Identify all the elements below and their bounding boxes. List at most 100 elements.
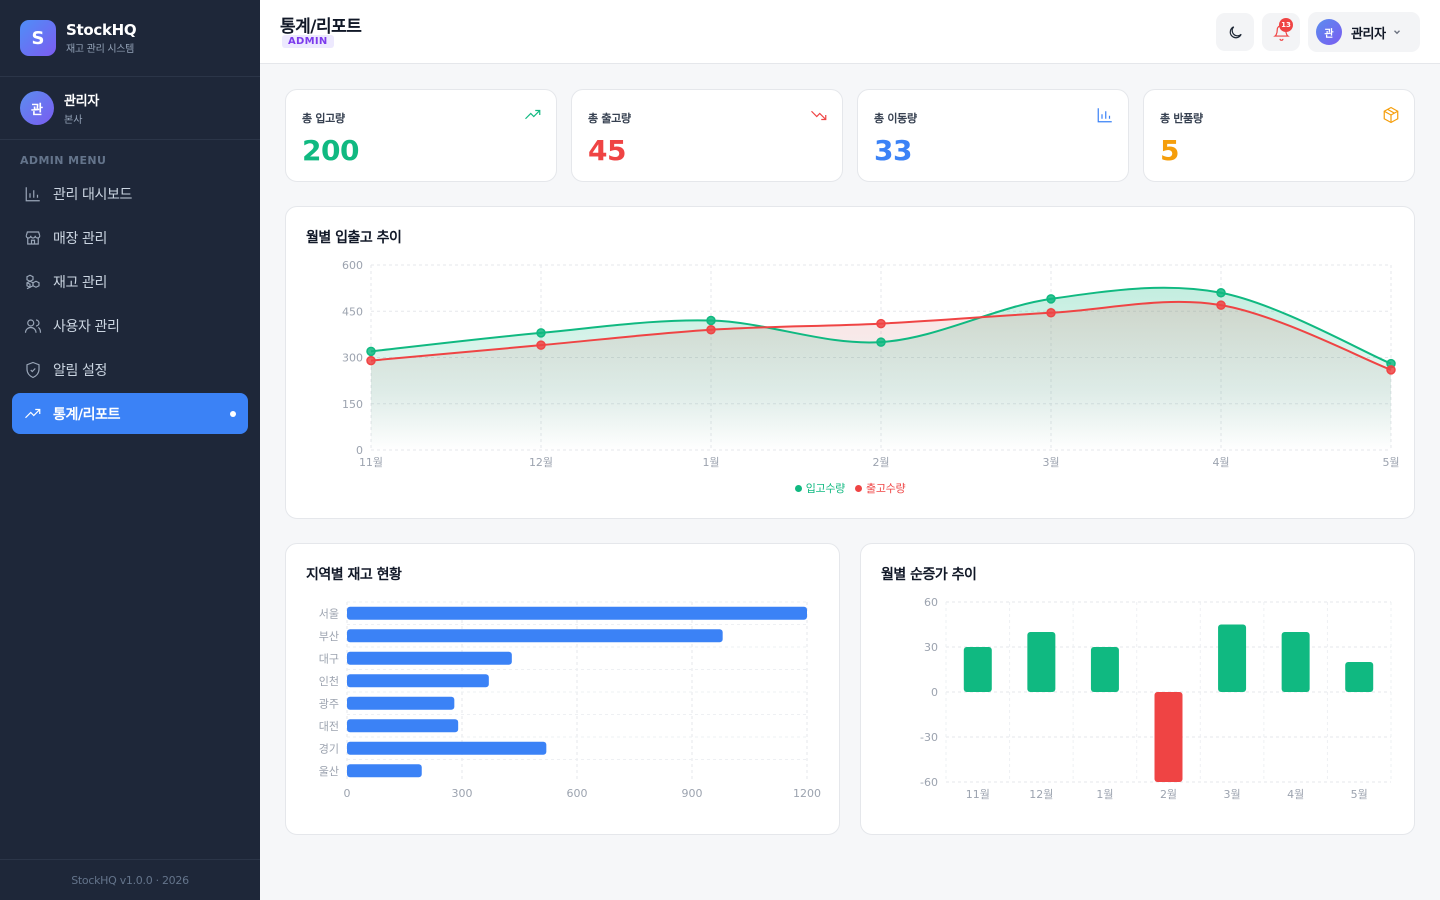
sidebar-item-stores[interactable]: 매장 관리 [12,217,248,258]
x-tick-label: 5월 [1382,456,1399,469]
role-badge: ADMIN [282,35,334,48]
data-point-outbound [1216,300,1226,310]
sidebar: S StockHQ 재고 관리 시스템 관 관리자 본사 ADMIN MENU … [0,0,260,900]
sidebar-item-reports[interactable]: 통계/리포트 [12,393,248,434]
bar [347,696,455,710]
stat-value: 33 [874,134,912,167]
sidebar-item-alerts[interactable]: 알림 설정 [12,349,248,390]
sidebar-item-label: 매장 관리 [53,230,107,247]
x-tick-label: 12월 [529,456,553,469]
bar-positive [1281,632,1310,692]
chart-title: 월별 순증가 추이 [881,567,977,583]
sidebar-item-label: 알림 설정 [53,362,107,379]
bar-positive [1218,624,1247,692]
bar-chart-icon [1097,108,1112,123]
stat-card-returns: 총 반품량 5 [1143,89,1415,182]
y-tick-label: 450 [342,305,363,318]
bar [347,719,459,733]
package-icon [1383,106,1399,124]
x-tick-label: 2월 [872,456,889,469]
theme-toggle-button[interactable] [1216,13,1254,51]
y-tick-label: 0 [356,444,363,457]
y-tick-label: 150 [342,398,363,411]
bar [347,606,807,620]
chart-title: 지역별 재고 현황 [306,567,402,583]
profile-menu-button[interactable]: 관 관리자 [1308,12,1420,52]
bar [347,764,422,778]
menu-section-title: ADMIN MENU [20,154,107,167]
brand[interactable]: S StockHQ 재고 관리 시스템 [0,0,260,77]
stat-value: 5 [1160,134,1179,167]
legend-item-inbound[interactable]: 입고수량 [794,480,845,496]
data-point-inbound [536,328,546,338]
boxes-icon [26,274,40,289]
data-point-outbound [876,318,886,329]
sidebar-item-label: 통계/리포트 [53,406,121,423]
chart-title: 월별 입출고 추이 [306,230,402,246]
bar-positive [1345,662,1374,692]
x-tick-label: 1200 [793,787,821,800]
bar [347,651,512,665]
y-tick-label: 인천 [319,674,339,688]
legend-dot [794,484,802,492]
stat-card-inbound: 총 입고량 200 [285,89,557,182]
brand-subtitle: 재고 관리 시스템 [66,44,135,55]
active-indicator-dot [230,410,236,417]
stat-label: 총 출고량 [588,112,631,125]
bar [347,674,489,688]
user-branch: 본사 [64,115,83,126]
x-tick-label: 4월 [1212,456,1229,469]
data-point-inbound [366,346,376,357]
bar-negative [1154,692,1183,782]
bar [347,629,723,643]
page-title: 통계/리포트 [280,17,362,37]
x-tick-label: 4월 [1287,788,1304,801]
x-tick-label: 1월 [702,456,719,469]
data-point-outbound [366,355,376,366]
x-tick-label: 1월 [1096,788,1113,801]
sidebar-menu: 관리 대시보드 매장 관리 재고 관리 사용자 관리 알림 설정 통계/리포트 [0,173,260,434]
trending-up-icon [25,408,41,418]
y-tick-label: 600 [342,259,363,272]
avatar: 관 [1316,19,1342,45]
sidebar-item-label: 관리 대시보드 [53,186,132,203]
stat-value: 45 [588,134,626,167]
trending-down-icon [811,110,827,121]
legend-item-outbound[interactable]: 출고수량 [855,480,906,496]
stat-value: 200 [302,134,359,167]
store-icon [25,230,41,245]
y-tick-label: 광주 [319,697,339,710]
stat-label: 총 입고량 [302,112,345,125]
y-tick-label: 경기 [319,742,339,755]
sidebar-item-dashboard[interactable]: 관리 대시보드 [12,173,248,214]
trending-up-icon [525,109,541,120]
data-point-inbound [1046,294,1056,304]
stat-card-outbound: 총 출고량 45 [571,89,843,182]
sidebar-item-users[interactable]: 사용자 관리 [12,305,248,346]
legend-dot [855,484,862,492]
y-tick-label: 300 [342,352,363,365]
x-tick-label: 3월 [1224,788,1241,801]
chart-legend: 입고수량 출고수량 [286,480,1414,496]
shield-icon [26,361,40,378]
monthly-io-chart-card: 월별 입출고 추이 0 150 300 450 600 11월 12월 1월 2월 3월 4월 5월 … [285,206,1415,519]
bar-positive [1090,647,1119,692]
x-tick-label: 11월 [966,788,990,801]
notifications-button[interactable]: 13 [1262,13,1300,51]
regional-stock-chart-card: 지역별 재고 현황 0 300 600 900 1200 서울 부산 대구 인천 광주 대전 경기 울산 [285,543,840,835]
series-area-outbound [371,301,1391,450]
stat-card-transfer: 총 이동량 33 [857,89,1129,182]
y-tick-label: -60 [920,776,938,789]
sidebar-item-inventory[interactable]: 재고 관리 [12,261,248,302]
data-point-inbound [1216,288,1226,298]
brand-name: StockHQ [66,21,137,39]
x-tick-label: 5월 [1351,788,1368,801]
sidebar-item-label: 사용자 관리 [53,318,120,335]
y-tick-label: 30 [924,641,938,654]
y-tick-label: 부산 [319,630,339,643]
x-tick-label: 0 [344,787,351,800]
x-tick-label: 2월 [1160,788,1177,801]
x-tick-label: 3월 [1042,456,1059,469]
net-change-bar-chart: 60 30 0 -30 -60 11월 12월 1월 2월 3월 4월 5월 [920,596,1392,801]
avatar: 관 [20,91,54,125]
